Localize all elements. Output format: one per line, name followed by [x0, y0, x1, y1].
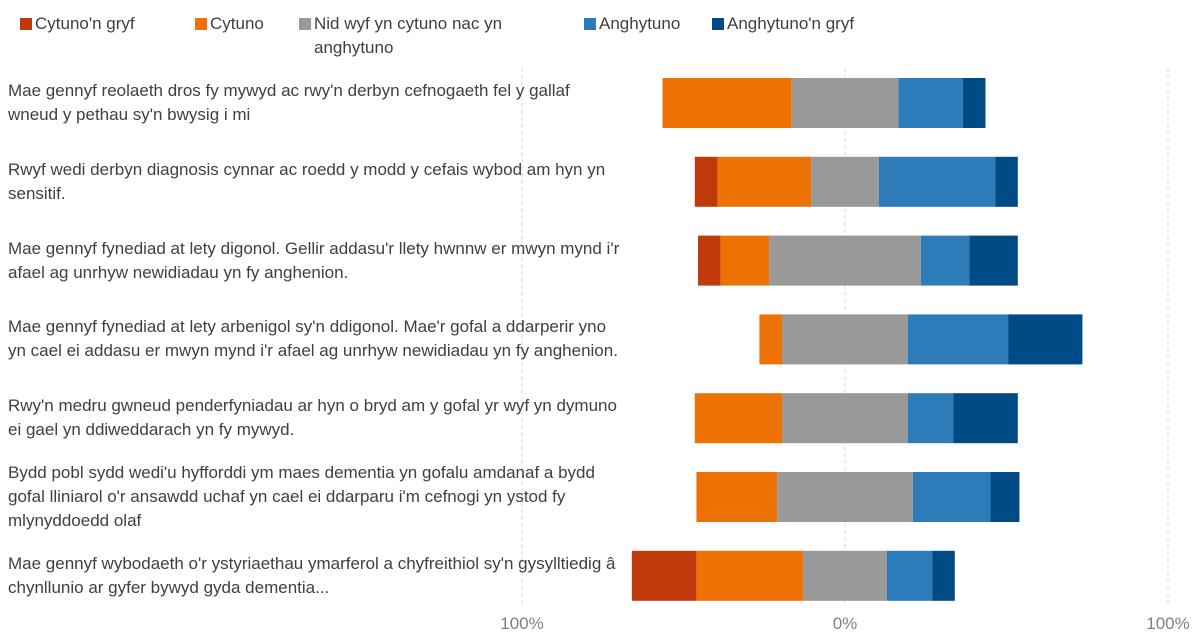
legend-label: Cytuno	[210, 14, 264, 33]
bar-segment	[953, 393, 1018, 444]
legend-swatch	[299, 18, 311, 30]
bar-segment	[631, 550, 697, 601]
bar-segment	[907, 314, 1009, 365]
x-tick-label: 100%	[1146, 614, 1190, 633]
bar-segment	[920, 235, 970, 286]
category-label: Mae gennyf wybodaeth o'r ystyriaethau ym…	[8, 553, 616, 597]
bar-segment	[898, 78, 963, 128]
legend-item: Anghytuno	[584, 12, 704, 36]
bar-segment	[782, 314, 908, 365]
legend-swatch	[195, 18, 207, 30]
bar-segment	[694, 393, 783, 444]
legend-item: Anghytuno'n gryf	[712, 12, 912, 36]
bar-segment	[791, 78, 899, 128]
legend-label: Cytuno'n gryf	[35, 14, 135, 33]
bar-segment	[769, 235, 921, 286]
bar-segment	[777, 472, 913, 522]
bar-segment	[696, 550, 804, 601]
bar-segment	[696, 472, 778, 522]
bar-segment	[969, 235, 1018, 286]
bar-segment	[717, 156, 812, 207]
bar-segment	[662, 78, 792, 128]
bar-segment	[912, 472, 991, 522]
bar-segment	[878, 156, 996, 207]
legend-item: Cytuno	[195, 12, 295, 36]
bar-segment	[962, 78, 986, 128]
category-label: Rwy'n medru gwneud penderfyniadau ar hyn…	[8, 396, 617, 440]
bar-segment	[907, 393, 954, 444]
legend-label: Anghytuno'n gryf	[727, 14, 855, 33]
x-tick-label: 100%	[500, 614, 544, 633]
category-label: Bydd pobl sydd wedi'u hyfforddi ym maes …	[8, 463, 595, 530]
legend-item: Cytuno'n gryf	[20, 12, 190, 36]
legend-swatch	[712, 18, 724, 30]
legend-swatch	[20, 18, 32, 30]
bar-segment	[1008, 314, 1083, 365]
bar-segment	[990, 472, 1020, 522]
bar-segment	[995, 156, 1018, 207]
category-label: Rwyf wedi derbyn diagnosis cynnar ac roe…	[8, 159, 606, 203]
legend-label: Nid wyf yn cytuno nac yn anghytuno	[314, 14, 503, 57]
bar-segment	[811, 156, 879, 207]
bar-segment	[694, 156, 718, 207]
bar-segment	[782, 393, 908, 444]
legend-label: Anghytuno	[599, 14, 681, 33]
bar-segment	[932, 550, 955, 601]
legend-item: Nid wyf yn cytuno nac yn anghytuno	[299, 12, 559, 60]
category-label: Mae gennyf reolaeth dros fy mywyd ac rwy…	[8, 81, 570, 124]
bar-segment	[803, 550, 887, 601]
legend-swatch	[584, 18, 596, 30]
category-label: Mae gennyf fynediad at lety digonol. Gel…	[8, 238, 620, 282]
bar-segment	[720, 235, 770, 286]
bar-segment	[759, 314, 783, 365]
category-label: Mae gennyf fynediad at lety arbenigol sy…	[8, 317, 618, 361]
x-tick-label: 0%	[832, 614, 858, 633]
bar-segment	[886, 550, 933, 601]
bar-segment	[698, 235, 721, 286]
